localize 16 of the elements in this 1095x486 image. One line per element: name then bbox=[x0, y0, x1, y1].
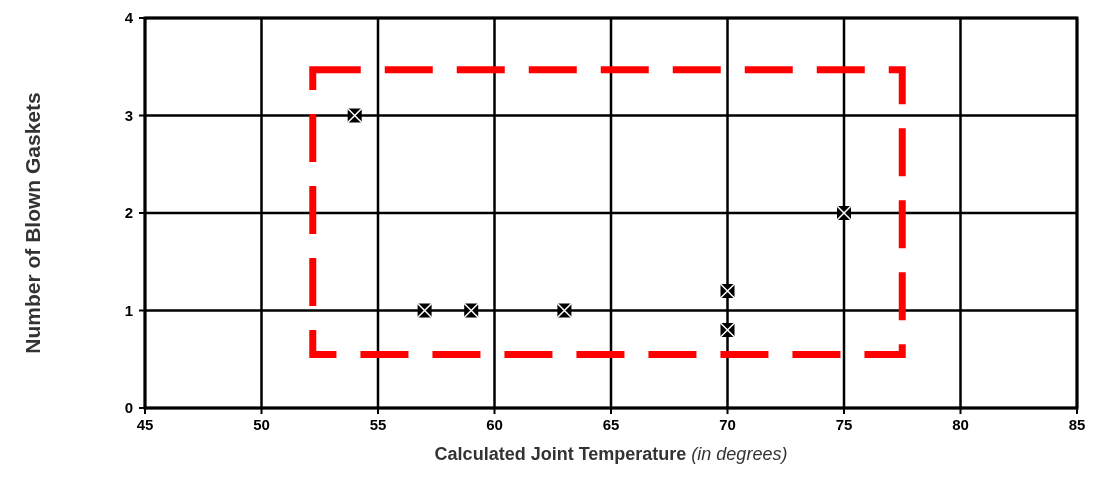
y-tick-label: 1 bbox=[124, 301, 133, 319]
x-tick-label: 80 bbox=[952, 416, 969, 433]
x-tick-label: 45 bbox=[136, 416, 154, 433]
x-tick-label: 60 bbox=[486, 416, 503, 433]
x-axis-title: Calculated Joint Temperature (in degrees) bbox=[434, 444, 788, 464]
y-tick-label: 2 bbox=[124, 204, 133, 221]
y-tick-label: 3 bbox=[124, 106, 133, 124]
y-tick-label: 4 bbox=[124, 9, 134, 26]
x-tick-label: 85 bbox=[1068, 416, 1086, 433]
x-tick-label: 75 bbox=[835, 416, 853, 433]
y-axis-title: Number of Blown Gaskets bbox=[21, 92, 44, 354]
x-tick-label: 50 bbox=[253, 416, 270, 433]
x-tick-label: 65 bbox=[602, 416, 620, 433]
y-tick-label: 0 bbox=[124, 399, 133, 416]
x-tick-label: 70 bbox=[719, 416, 736, 433]
x-tick-label: 55 bbox=[369, 416, 387, 433]
